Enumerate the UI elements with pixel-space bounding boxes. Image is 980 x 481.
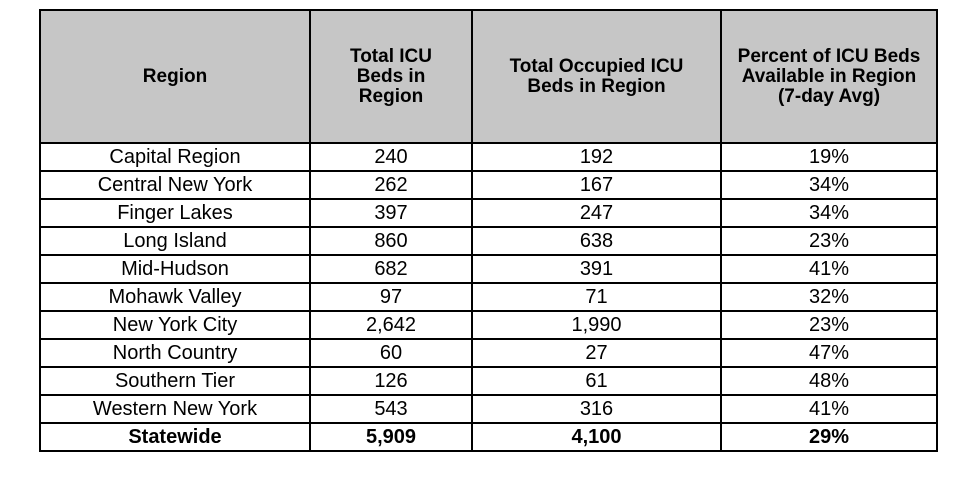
- cell-occupied-beds: 61: [471, 366, 722, 396]
- cell-total-beds: 262: [309, 170, 473, 200]
- cell-occupied-beds: 391: [471, 254, 722, 284]
- cell-percent-available: 48%: [720, 366, 938, 396]
- cell-occupied-beds: 638: [471, 226, 722, 256]
- cell-region: Mohawk Valley: [39, 282, 311, 312]
- table-row: Finger Lakes 397 247 34%: [39, 198, 938, 228]
- cell-total-beds: 126: [309, 366, 473, 396]
- cell-region: Western New York: [39, 394, 311, 424]
- cell-occupied-beds: 247: [471, 198, 722, 228]
- cell-occupied-beds: 71: [471, 282, 722, 312]
- header-total-icu-beds: Total ICU Beds in Region: [309, 9, 473, 144]
- cell-total-beds: 240: [309, 142, 473, 172]
- cell-total-beds: 682: [309, 254, 473, 284]
- cell-occupied-beds: 316: [471, 394, 722, 424]
- cell-region: Finger Lakes: [39, 198, 311, 228]
- table-row: Long Island 860 638 23%: [39, 226, 938, 256]
- icu-beds-table: Region Total ICU Beds in Region Total Oc…: [39, 9, 938, 452]
- cell-percent-available: 47%: [720, 338, 938, 368]
- cell-region: Long Island: [39, 226, 311, 256]
- cell-region: North Country: [39, 338, 311, 368]
- table-row: Mohawk Valley 97 71 32%: [39, 282, 938, 312]
- cell-percent-available: 23%: [720, 226, 938, 256]
- cell-region: Mid-Hudson: [39, 254, 311, 284]
- cell-occupied-beds: 167: [471, 170, 722, 200]
- table-row: Capital Region 240 192 19%: [39, 142, 938, 172]
- cell-percent-available: 34%: [720, 170, 938, 200]
- cell-region: Southern Tier: [39, 366, 311, 396]
- cell-region: Capital Region: [39, 142, 311, 172]
- cell-total-beds-total: 5,909: [309, 422, 473, 452]
- table-row: Southern Tier 126 61 48%: [39, 366, 938, 396]
- cell-total-beds: 97: [309, 282, 473, 312]
- cell-percent-available: 23%: [720, 310, 938, 340]
- cell-percent-available-total: 29%: [720, 422, 938, 452]
- cell-total-beds: 397: [309, 198, 473, 228]
- cell-occupied-beds: 1,990: [471, 310, 722, 340]
- cell-percent-available: 41%: [720, 254, 938, 284]
- table-row: North Country 60 27 47%: [39, 338, 938, 368]
- cell-region: New York City: [39, 310, 311, 340]
- cell-occupied-beds-total: 4,100: [471, 422, 722, 452]
- cell-occupied-beds: 192: [471, 142, 722, 172]
- cell-percent-available: 19%: [720, 142, 938, 172]
- icu-table-container: Region Total ICU Beds in Region Total Oc…: [39, 9, 938, 452]
- cell-percent-available: 41%: [720, 394, 938, 424]
- cell-total-beds: 2,642: [309, 310, 473, 340]
- table-row: Western New York 543 316 41%: [39, 394, 938, 424]
- header-region: Region: [39, 9, 311, 144]
- table-row: Mid-Hudson 682 391 41%: [39, 254, 938, 284]
- statewide-total-row: Statewide 5,909 4,100 29%: [39, 422, 938, 452]
- table-row: Central New York 262 167 34%: [39, 170, 938, 200]
- header-occupied-icu-beds: Total Occupied ICU Beds in Region: [471, 9, 722, 144]
- cell-occupied-beds: 27: [471, 338, 722, 368]
- cell-region: Central New York: [39, 170, 311, 200]
- cell-total-beds: 60: [309, 338, 473, 368]
- header-percent-available: Percent of ICU Beds Available in Region …: [720, 9, 938, 144]
- cell-percent-available: 34%: [720, 198, 938, 228]
- cell-total-beds: 860: [309, 226, 473, 256]
- cell-total-beds: 543: [309, 394, 473, 424]
- cell-percent-available: 32%: [720, 282, 938, 312]
- header-row: Region Total ICU Beds in Region Total Oc…: [39, 9, 938, 144]
- cell-region-total: Statewide: [39, 422, 311, 452]
- table-row: New York City 2,642 1,990 23%: [39, 310, 938, 340]
